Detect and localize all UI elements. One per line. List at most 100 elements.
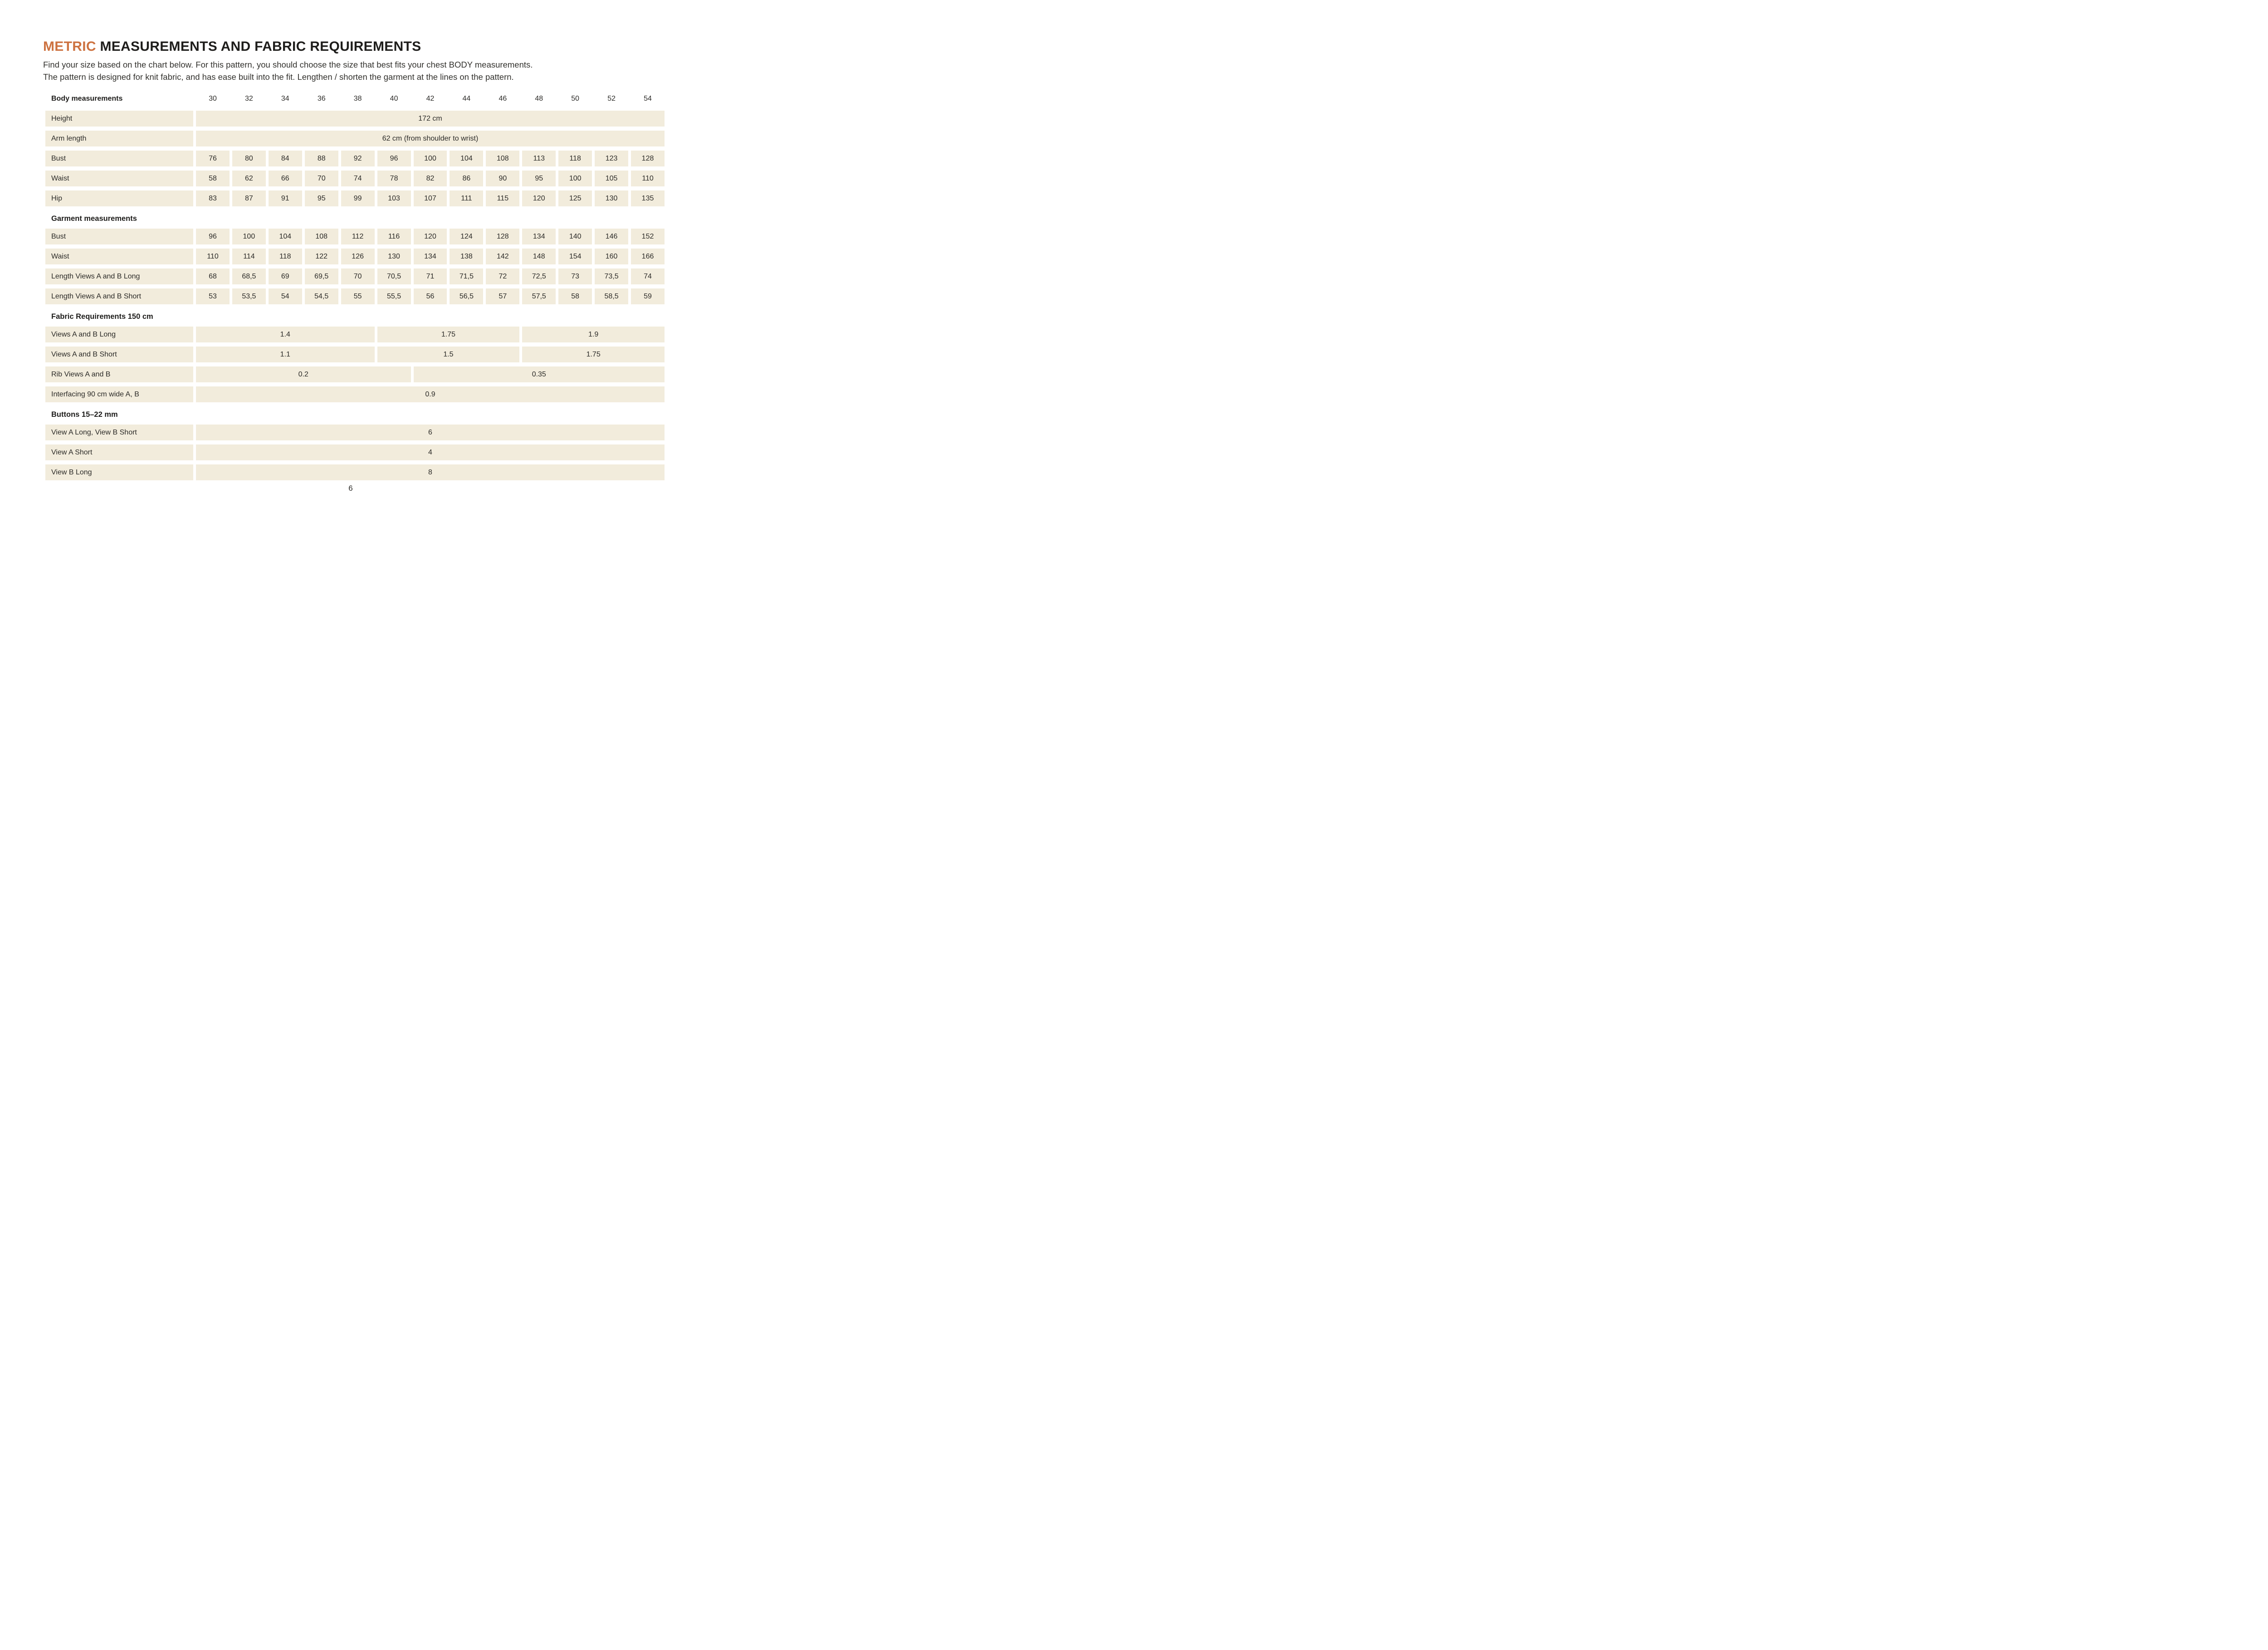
value-cell: 130	[595, 190, 629, 206]
row-label: Length Views A and B Long	[45, 268, 193, 284]
value-cell: 72	[486, 268, 520, 284]
row-label: Height	[45, 111, 193, 127]
value-cell: 56,5	[450, 288, 484, 304]
pattern-instruction-page: METRIC MEASUREMENTS AND FABRIC REQUIREME…	[0, 0, 701, 500]
row-label: Length Views A and B Short	[45, 288, 193, 304]
table-row: Waist 58 62 66 70 74 78 82 86 90 95 100 105 110	[45, 171, 665, 186]
intro-paragraph: Find your size based on the chart below.…	[43, 59, 665, 83]
value-cell: 58	[558, 288, 592, 304]
page-content: METRIC MEASUREMENTS AND FABRIC REQUIREME…	[43, 39, 665, 480]
row-label: View A Short	[45, 444, 193, 460]
table-row: Hip 83 87 91 95 99 103 107 111 115 120 125 130 135	[45, 190, 665, 206]
value-cell: 4	[196, 444, 665, 460]
row-label: Rib Views A and B	[45, 366, 193, 382]
section-header-row: Fabric Requirements 150 cm	[45, 311, 665, 322]
value-cell: 154	[558, 249, 592, 264]
value-cell: 99	[341, 190, 375, 206]
value-cell: 146	[595, 229, 629, 244]
value-cell: 84	[268, 151, 302, 166]
size-header-cell: 44	[462, 94, 471, 103]
value-cell: 166	[631, 249, 665, 264]
value-cell: 73,5	[595, 268, 629, 284]
value-cell: 100	[558, 171, 592, 186]
value-cell: 114	[232, 249, 266, 264]
value-cell: 130	[377, 249, 411, 264]
table-row: Views A and B Long 1.4 1.75 1.9	[45, 327, 665, 342]
value-cell: 1.75	[377, 327, 520, 342]
page-number: 6	[348, 484, 353, 493]
value-cell: 122	[304, 249, 338, 264]
row-label: View A Long, View B Short	[45, 425, 193, 440]
value-cell: 138	[450, 249, 484, 264]
row-label: Hip	[45, 190, 193, 206]
row-label: Views A and B Short	[45, 347, 193, 362]
value-cell: 96	[377, 151, 411, 166]
value-cell: 74	[631, 268, 665, 284]
row-label: Waist	[45, 249, 193, 264]
value-cell: 125	[558, 190, 592, 206]
value-cell: 55	[341, 288, 375, 304]
value-cell: 128	[631, 151, 665, 166]
value-cell: 59	[631, 288, 665, 304]
value-cell: 116	[377, 229, 411, 244]
value-cell: 107	[413, 190, 447, 206]
size-header-cell: 32	[244, 94, 253, 103]
table-row: Bust 76 80 84 88 92 96 100 104 108 113 118 123 128	[45, 151, 665, 166]
table-row: Rib Views A and B 0.2 0.35	[45, 366, 665, 382]
value-cell: 69	[268, 268, 302, 284]
value-cell: 91	[268, 190, 302, 206]
value-cell: 110	[196, 249, 230, 264]
value-cell: 96	[196, 229, 230, 244]
value-cell: 111	[450, 190, 484, 206]
row-label: Bust	[45, 151, 193, 166]
value-cell: 55,5	[377, 288, 411, 304]
table-row: Height 172 cm	[45, 111, 665, 127]
value-cell: 62 cm (from shoulder to wrist)	[196, 131, 665, 146]
value-cell: 126	[341, 249, 375, 264]
table-row: Waist 110 114 118 122 126 130 134 138 142 148 154 16…	[45, 249, 665, 264]
value-cell: 68	[196, 268, 230, 284]
size-header-cell: 46	[499, 94, 507, 103]
table-row: View A Long, View B Short 6	[45, 425, 665, 440]
value-cell: 1.5	[377, 347, 520, 362]
row-label: Views A and B Long	[45, 327, 193, 342]
section-title: Buttons 15–22 mm	[51, 410, 118, 419]
size-header-cell: 52	[607, 94, 616, 103]
value-cell: 120	[522, 190, 556, 206]
size-header-cell: 40	[390, 94, 398, 103]
value-cell: 80	[232, 151, 266, 166]
value-cell: 87	[232, 190, 266, 206]
value-cell: 120	[413, 229, 447, 244]
table-row: Length Views A and B Long 68 68,5 69 69,5 70 7…	[45, 268, 665, 284]
column-header-label: Body measurements	[51, 94, 123, 103]
value-cell: 6	[196, 425, 665, 440]
value-cell: 58	[196, 171, 230, 186]
sizes-header-row: Body measurements 30 32 34 36 38 40 42 44 46 48 50 5…	[45, 91, 665, 107]
value-cell: 108	[304, 229, 338, 244]
value-cell: 53,5	[232, 288, 266, 304]
value-cell: 124	[450, 229, 484, 244]
value-cell: 152	[631, 229, 665, 244]
value-cell: 83	[196, 190, 230, 206]
value-cell: 104	[450, 151, 484, 166]
value-cell: 66	[268, 171, 302, 186]
value-cell: 110	[631, 171, 665, 186]
table-row: Length Views A and B Short 53 53,5 54 54,5 55…	[45, 288, 665, 304]
value-cell: 8	[196, 464, 665, 480]
page-title-rest: MEASUREMENTS AND FABRIC REQUIREMENTS	[100, 39, 421, 54]
section-header-row: Garment measurements	[45, 213, 665, 225]
size-header-cell: 50	[571, 94, 580, 103]
table-row: Interfacing 90 cm wide A, B 0.9	[45, 386, 665, 402]
value-cell: 135	[631, 190, 665, 206]
value-cell: 0.35	[413, 366, 665, 382]
value-cell: 78	[377, 171, 411, 186]
value-cell: 148	[522, 249, 556, 264]
value-cell: 1.1	[196, 347, 375, 362]
row-label: Arm length	[45, 131, 193, 146]
value-cell: 1.9	[522, 327, 665, 342]
size-header-cell: 38	[353, 94, 362, 103]
value-cell: 71	[413, 268, 447, 284]
value-cell: 115	[486, 190, 520, 206]
value-cell: 95	[304, 190, 338, 206]
value-cell: 172 cm	[196, 111, 665, 127]
